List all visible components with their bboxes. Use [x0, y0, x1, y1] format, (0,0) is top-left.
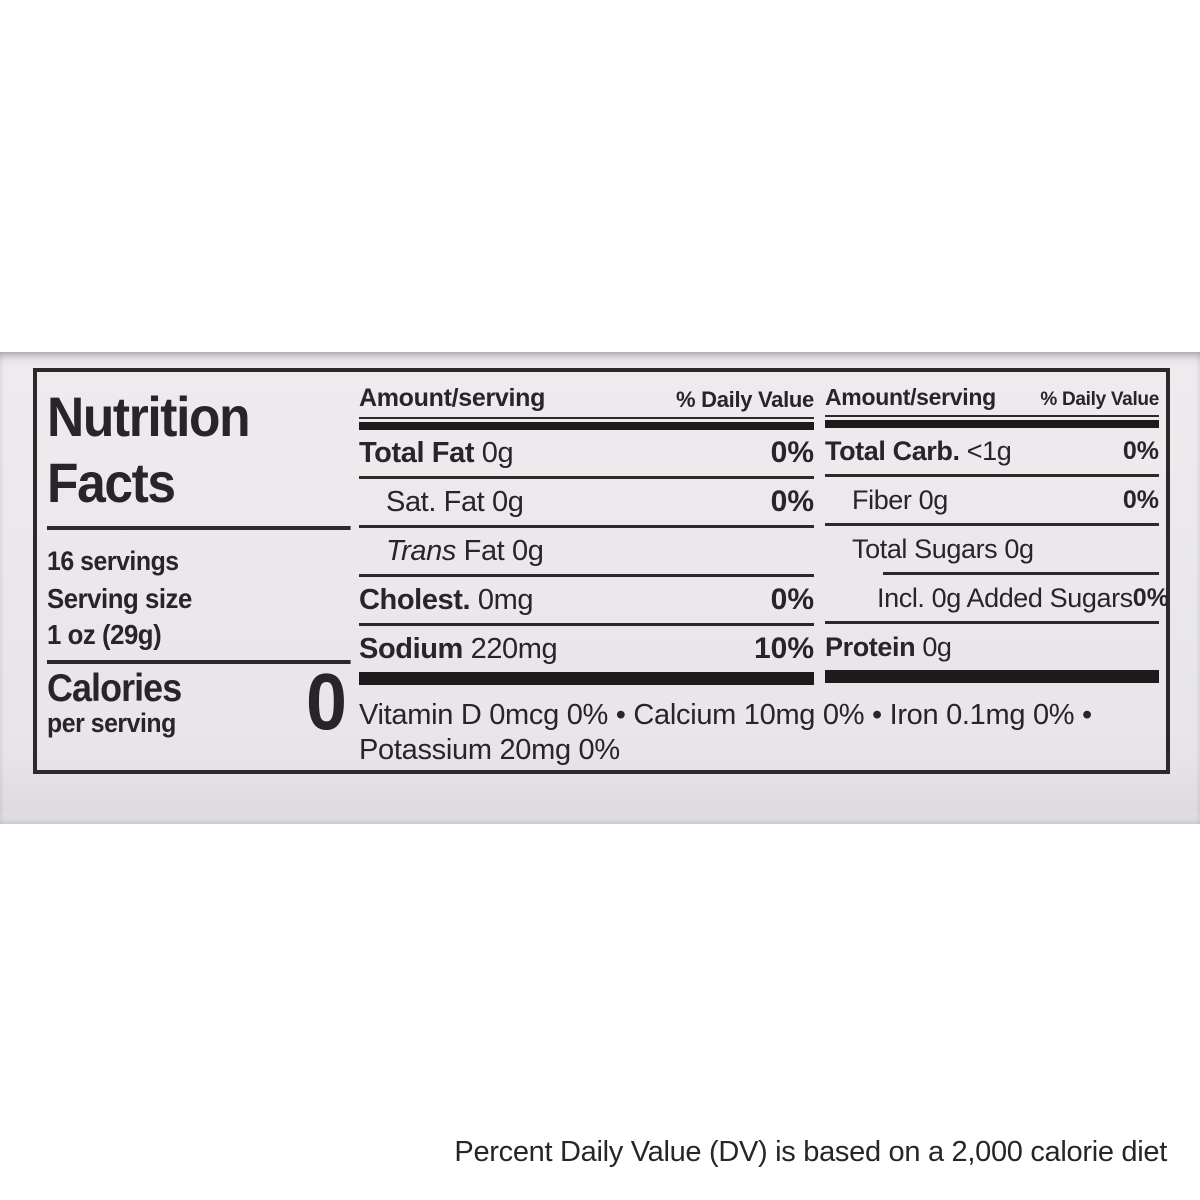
row-total-carb: Total Carb. <1g 0%	[825, 428, 1159, 477]
daily-value-header: % Daily Value	[1040, 389, 1159, 410]
servings-count: 16 servings	[47, 546, 179, 576]
row-protein: Protein 0g	[825, 631, 952, 662]
micronutrients: Vitamin D 0mcg 0% • Calcium 10mg 0% • Ir…	[359, 698, 1159, 768]
title-line2: Facts	[47, 451, 176, 514]
nutrients-column-2: Amount/serving % Daily Value Total Carb.…	[825, 384, 1169, 683]
row-total-sugars: Total Sugars 0g	[852, 533, 1034, 564]
column1-header: Amount/serving % Daily Value	[359, 384, 814, 413]
row-sodium: Sodium 220mg 10%	[359, 632, 814, 665]
sodium-dv: 10%	[753, 632, 814, 665]
serving-size-value: 1 oz (29g)	[47, 619, 162, 650]
title-line1: Nutrition	[47, 385, 251, 448]
amount-serving-header: Amount/serving	[359, 384, 546, 412]
cholesterol-dv: 0%	[770, 583, 814, 616]
amount-serving-header: Amount/serving	[825, 384, 996, 410]
sat-fat-dv: 0%	[770, 485, 814, 518]
daily-value-footnote: Percent Daily Value (DV) is based on a 2…	[454, 1136, 1167, 1168]
title-divider	[47, 526, 351, 530]
nutrition-facts-box: Nutrition Facts 16 servings Serving size…	[33, 368, 1170, 774]
micronutrients-line1: Vitamin D 0mcg 0% • Calcium 10mg 0% • Ir…	[359, 699, 1092, 731]
nutrition-facts-title: Nutrition Facts	[47, 384, 351, 516]
calories-divider	[47, 660, 351, 664]
serving-info-column: Nutrition Facts 16 servings Serving size…	[47, 384, 351, 746]
calories-label: Calories	[47, 667, 182, 710]
total-fat-dv: 0%	[770, 436, 814, 469]
header-bar	[359, 417, 814, 430]
daily-value-header: % Daily Value	[676, 387, 814, 412]
row-total-fat: Total Fat 0g 0%	[359, 430, 814, 479]
label-band: Nutrition Facts 16 servings Serving size…	[0, 352, 1200, 1168]
row-cholesterol: Cholest. 0mg 0%	[359, 577, 814, 626]
column2-bottom-bar	[825, 670, 1159, 683]
total-carb-dv: 0%	[1122, 436, 1159, 465]
row-trans-fat: Trans Fat 0g	[359, 528, 814, 577]
total-sugars-indented-rule	[883, 572, 1159, 575]
row-fiber: Fiber 0g 0%	[825, 477, 1159, 526]
calories-row: Calories per serving 0	[47, 657, 351, 746]
serving-size-label: Serving size	[47, 583, 192, 614]
fiber-dv: 0%	[1122, 485, 1159, 514]
calories-value: 0	[305, 657, 347, 746]
row-added-sugars: Incl. 0g Added Sugars 0%	[825, 575, 1169, 624]
row-sat-fat: Sat. Fat 0g 0%	[359, 479, 814, 528]
calories-sublabel: per serving	[47, 708, 176, 738]
column1-bottom-bar	[359, 672, 814, 685]
header-bar	[825, 415, 1159, 428]
added-sugars-dv: 0%	[1132, 583, 1169, 612]
micronutrients-line2: Potassium 20mg 0%	[359, 734, 620, 766]
nutrients-column-1: Amount/serving % Daily Value Total Fat 0…	[359, 384, 814, 685]
column2-header: Amount/serving % Daily Value	[825, 384, 1159, 411]
calories-labels: Calories per serving	[47, 667, 182, 738]
